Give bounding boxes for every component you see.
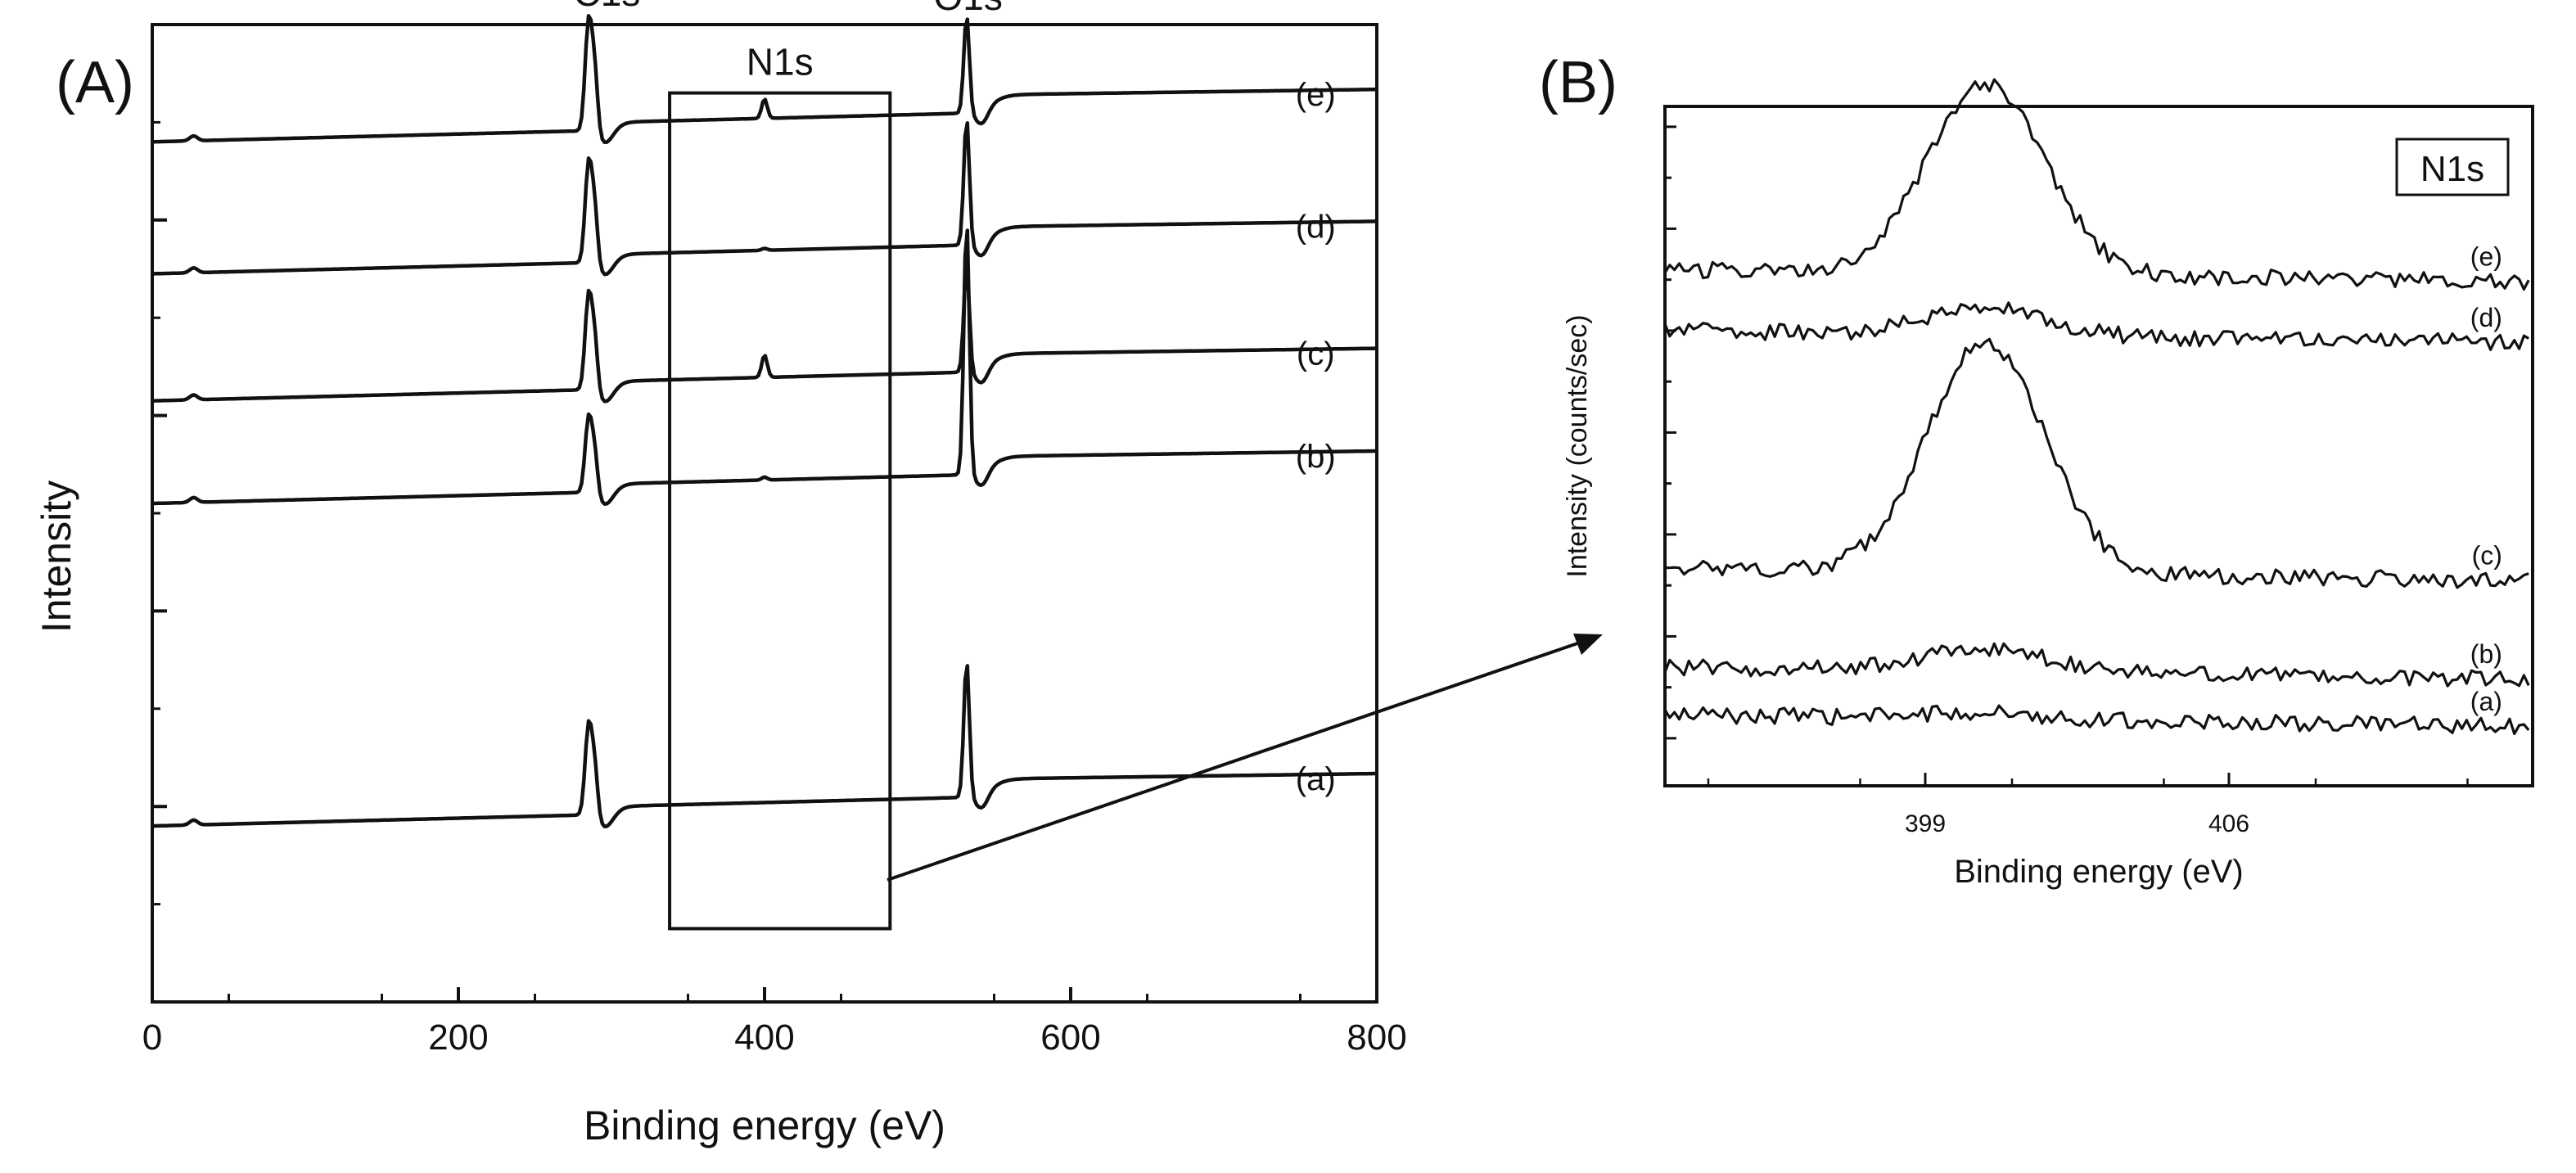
panel-b-label: (B) [1539, 50, 1617, 115]
n1s-series-label-d: (d) [2470, 303, 2502, 332]
n1s-spectrum-line-c [1664, 337, 2529, 589]
spectrum-line-d [151, 121, 1377, 277]
panel-b-title-box [2395, 138, 2510, 196]
spectrum-line-b [151, 228, 1377, 506]
spectrum-line-a [151, 664, 1377, 828]
o1s-peak-label: O1s [934, 0, 1003, 18]
panel-a-plot-frame [151, 23, 1378, 1004]
series-label-d: (d) [1296, 209, 1336, 245]
panel-b: (B) N1s Binding energy (eV) Intensity (c… [1539, 50, 2534, 890]
series-label-e: (e) [1296, 77, 1336, 113]
panel-a-x-tick-label: 400 [734, 1017, 794, 1058]
n1s-spectrum-line-e [1663, 78, 2530, 291]
series-label-a: (a) [1296, 761, 1336, 797]
series-label-b: (b) [1296, 439, 1336, 475]
panel-a: (A) Binding energy (eV) Intensity 0 200 40… [34, 0, 1407, 1148]
n1s-region-box [668, 91, 892, 931]
panel-b-plot-frame [1663, 105, 2534, 787]
panel-b-series: (a) (b) (c) (d) (e) [1663, 78, 2530, 736]
n1s-series-label-b: (b) [2470, 639, 2502, 669]
n1s-series-label-c: (c) [2472, 541, 2502, 571]
zoom-arrow [886, 634, 1603, 882]
n1s-series-label-a: (a) [2470, 687, 2502, 716]
panel-b-title: N1s [2420, 149, 2484, 189]
panel-b-x-axis-title: Binding energy (eV) [1954, 854, 2244, 890]
panel-a-x-ticks: 0 200 400 600 800 [142, 987, 1407, 1058]
c1s-peak-label: C1s [573, 0, 640, 14]
n1s-spectrum-line-b [1663, 642, 2530, 688]
panel-b-x-tick-label: 406 [2208, 810, 2249, 837]
n1s-spectrum-line-a [1663, 704, 2530, 736]
panel-a-y-ticks [152, 120, 167, 906]
panel-a-x-tick-label: 800 [1347, 1017, 1406, 1058]
panel-a-y-axis-title: Intensity [34, 480, 79, 633]
spectrum-line-e [151, 14, 1377, 145]
n1s-spectrum-line-d [1663, 301, 2529, 351]
panel-a-label: (A) [56, 50, 134, 115]
spectrum-line-c [151, 267, 1377, 404]
panel-b-y-axis-title: Intensity (counts/sec) [1562, 314, 1593, 577]
panel-a-x-tick-label: 600 [1040, 1017, 1100, 1058]
panel-a-x-tick-label: 0 [142, 1017, 162, 1058]
n1s-region-label: N1s [747, 41, 814, 83]
series-label-c: (c) [1297, 336, 1335, 372]
panel-b-y-ticks [1665, 125, 1676, 740]
n1s-series-label-e: (e) [2470, 241, 2502, 271]
panel-a-x-axis-title: Binding energy (eV) [584, 1103, 945, 1148]
panel-b-x-tick-label: 399 [1905, 810, 1946, 837]
panel-a-series: (a) (b) (c) (d) (e) [151, 14, 1377, 828]
panel-b-x-ticks: 399 406 [1707, 773, 2469, 837]
panel-a-x-tick-label: 200 [428, 1017, 488, 1058]
